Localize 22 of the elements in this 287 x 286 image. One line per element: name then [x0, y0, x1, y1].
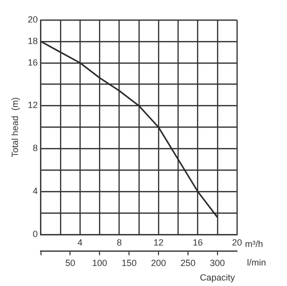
- x2-axis-title: l/min: [247, 258, 266, 268]
- text: Capacity: [200, 272, 236, 282]
- y-tick-label: 12: [28, 100, 38, 110]
- y-tick-label: 18: [28, 36, 38, 46]
- x-tick-label: 8: [116, 237, 122, 248]
- y-tick-label: 4: [32, 186, 38, 196]
- x-tick-label: 16: [192, 237, 203, 248]
- x2-tick-label: 50: [65, 258, 76, 268]
- y-tick-label: 16: [28, 57, 38, 68]
- x-tick-label: 4: [78, 237, 83, 248]
- x-tick-label: 12: [154, 237, 164, 248]
- x-tick-label: 20: [232, 237, 242, 248]
- y-axis-title: Total head (m): [10, 97, 20, 158]
- x2-tick-label: 300: [210, 258, 225, 268]
- x-axis-title: m³/h: [245, 238, 263, 249]
- x2-tick-label: 150: [122, 258, 137, 268]
- x2-tick-label: 250: [180, 258, 196, 268]
- y-tick-label: 20: [28, 14, 38, 24]
- y-tick-label: 0: [32, 228, 38, 239]
- x2-tick-label: 100: [92, 258, 108, 268]
- x2-tick-label: 200: [151, 258, 166, 268]
- y-tick-label: 8: [32, 143, 38, 154]
